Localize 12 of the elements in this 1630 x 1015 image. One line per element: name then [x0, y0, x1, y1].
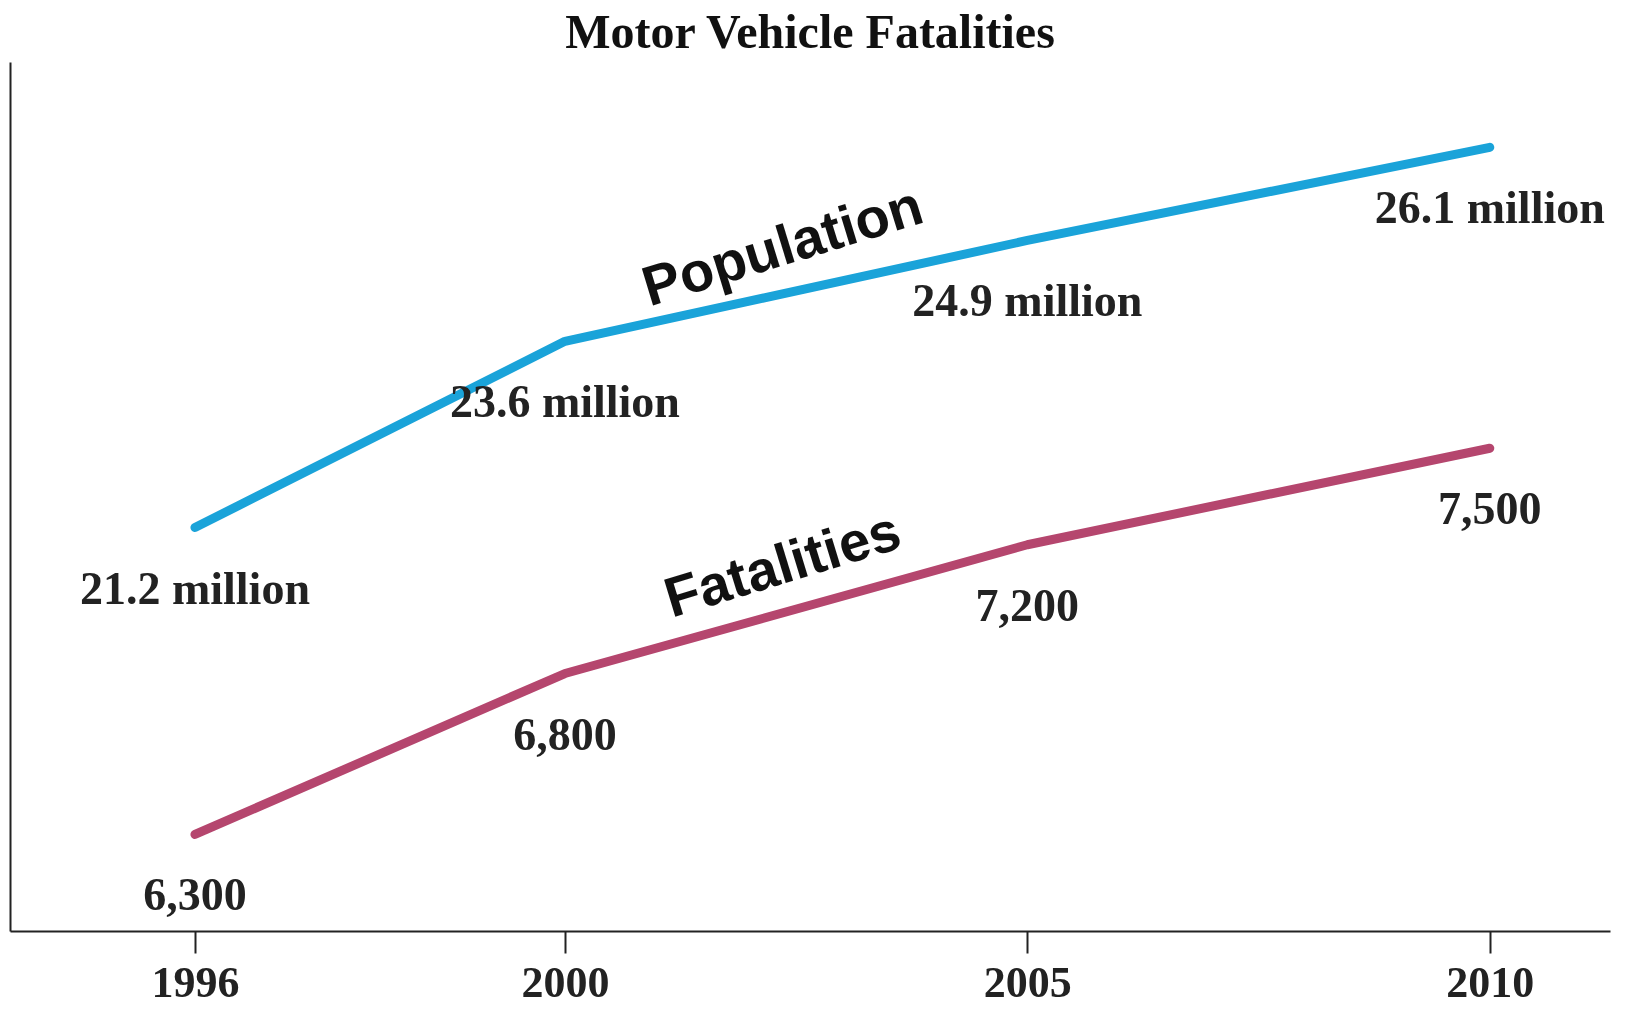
- data-label: 23.6 million: [449, 376, 680, 428]
- x-tick-label: 2010: [1446, 957, 1535, 1007]
- data-label: 7,200: [975, 579, 1080, 631]
- data-label: 6,800: [513, 708, 617, 760]
- data-label: 7,500: [1438, 483, 1542, 535]
- x-tick-label: 2005: [983, 957, 1072, 1007]
- x-tick-label: 1996: [151, 957, 240, 1007]
- data-label: 6,300: [143, 869, 247, 921]
- x-tick-label: 2000: [521, 957, 610, 1007]
- chart-title: Motor Vehicle Fatalities: [565, 5, 1055, 58]
- data-label: 26.1 million: [1374, 182, 1605, 234]
- data-label: 21.2 million: [79, 562, 310, 614]
